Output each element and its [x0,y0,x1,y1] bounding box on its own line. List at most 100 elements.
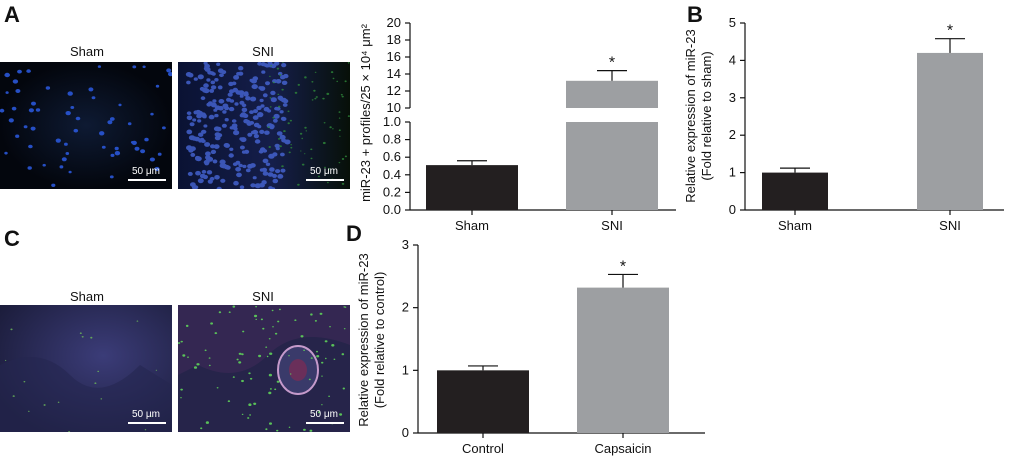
micrograph-dot [317,175,320,178]
micrograph-dot [168,72,172,77]
micrograph-dot [233,180,239,186]
micrograph-dot [228,153,234,158]
panel-letter-c: C [4,226,20,251]
micrograph-dot [276,131,283,136]
x-tick-label: Sham [455,218,489,233]
micrograph-dot [91,96,96,100]
micrograph-dot [231,119,237,123]
micrograph-dot [339,413,343,416]
micrograph-dot [213,108,218,112]
y-tick-label: 5 [729,15,736,30]
micrograph-dot [101,145,106,149]
micrograph-dot [262,149,268,153]
micrograph-dot [197,119,202,123]
y-tick-label: 0 [402,425,409,440]
micrograph-dot [193,77,198,81]
micrograph-dot [238,66,244,71]
micrograph-dot [228,311,231,313]
micrograph-dot [28,410,30,412]
micrograph-dot [264,130,270,135]
micrograph-dot [204,142,211,147]
micrograph-dot [208,114,215,120]
micrograph-dot [155,369,158,371]
micrograph-sni-a: 50 μm [178,62,350,189]
bar-sham [762,172,828,210]
micrograph-dot [206,170,213,175]
micrograph-dot [258,86,263,90]
micrograph-dot [214,175,220,180]
micrograph-dot [300,150,302,152]
micrograph-dot [314,97,317,100]
micrograph-dot [347,115,350,117]
x-tick-label: SNI [601,218,623,233]
micrograph-dot [269,125,274,130]
y-tick-label: 18 [387,32,401,47]
micrograph-dot [99,131,105,136]
micrograph-dot [321,375,323,377]
x-tick-label: Control [462,441,504,456]
micrograph-dot [221,123,227,128]
micrograph-dot [221,70,227,75]
micrograph-dot [289,119,292,122]
micrograph-dot [297,83,300,86]
micrograph-dot [229,147,234,151]
significance-marker: * [620,258,626,275]
micrograph-dot [222,110,227,114]
micrograph-dot [327,181,329,184]
micrograph-dot [43,404,46,406]
micrograph-dot [256,105,262,111]
micrograph-dot [257,112,264,118]
micrograph-dot [276,380,280,383]
micrograph-dot [272,326,274,328]
micrograph-dot [281,88,284,91]
micrograph-dot [328,395,330,397]
micrograph-dot [136,320,139,322]
micrograph-dot [68,170,72,174]
micrograph-dot [127,122,132,126]
micrograph-dot [260,62,266,67]
micrograph-dot [4,72,10,78]
micrograph-dot [304,153,306,155]
micrograph-dot [267,126,270,128]
micrograph-dot [195,170,201,176]
micrograph-sni-c-image [178,305,350,432]
micrograph-dot [219,73,224,78]
micrograph-dot [178,342,181,344]
micrograph-dot [324,166,326,169]
micrograph-dot [238,352,242,355]
micrograph-dot [216,387,219,389]
micrograph-dot [154,166,160,172]
micrograph-dot [17,69,22,74]
micrograph-dot [210,80,216,85]
micrograph-dot [193,366,198,369]
micrograph-dot [336,80,338,83]
micrograph-dot [268,391,272,395]
micrograph-dot [288,151,291,154]
micrograph-dot [288,355,290,357]
micrograph-sni-c: 50 μm [178,305,350,432]
y-tick-label: 0.8 [383,132,401,147]
micrograph-dot [81,336,84,338]
micrograph-dot [162,126,166,130]
micrograph-dot [65,111,71,116]
y-tick-label: 2 [402,300,409,315]
micrograph-dot [260,104,265,108]
micrograph-dot [187,356,189,358]
micrograph-dot [200,96,206,101]
micrograph-dot [188,135,196,141]
micrograph-dot [235,90,242,95]
micrograph-dot [269,422,272,425]
micrograph-dot [26,69,31,73]
micrograph-dot [210,322,213,325]
y-axis-label: (Fold relative to sham) [699,51,714,180]
micrograph-dot [252,115,259,120]
micrograph-dot [316,350,318,353]
bar-sni-upper [566,80,658,108]
micrograph-dot [268,153,275,159]
micrograph-dot [297,183,300,186]
micrograph-dot [241,379,244,383]
micrograph-dot [214,78,219,82]
micrograph-dot [12,79,19,84]
micrograph-dot [310,148,313,151]
